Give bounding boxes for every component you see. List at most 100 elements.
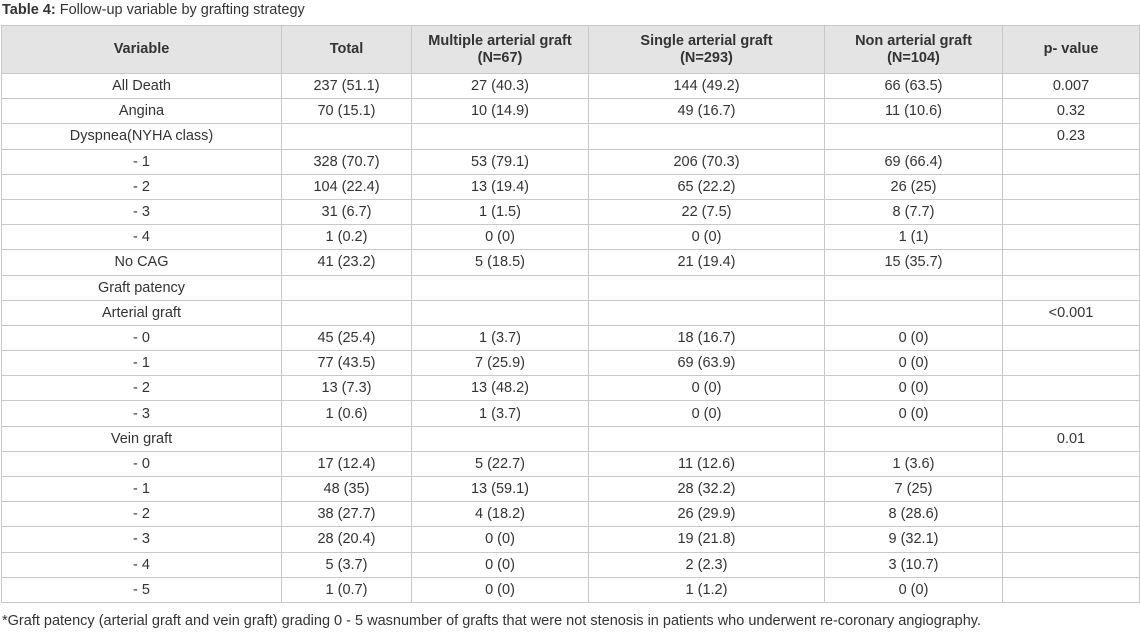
multiple-arterial-cell: 53 (79.1) xyxy=(411,148,589,175)
table-row: Vein graft 0.01 xyxy=(1,425,1140,452)
table-row: - 0 45 (25.4) 1 (3.7) 18 (16.7) 0 (0) xyxy=(1,324,1140,352)
single-arterial-cell: 28 (32.2) xyxy=(588,475,825,503)
variable-cell: - 3 xyxy=(1,198,282,226)
p-value-cell: 0.23 xyxy=(1002,123,1140,150)
single-arterial-cell: 22 (7.5) xyxy=(588,198,825,226)
total-cell: 237 (51.1) xyxy=(281,72,412,100)
total-cell xyxy=(281,425,412,452)
multiple-arterial-cell: 0 (0) xyxy=(411,526,589,553)
multiple-arterial-cell xyxy=(411,274,589,301)
total-cell xyxy=(281,299,412,326)
table-row: Dyspnea(NYHA class) 0.23 xyxy=(1,123,1140,150)
non-arterial-cell: 66 (63.5) xyxy=(824,72,1003,100)
variable-cell: All Death xyxy=(1,72,282,100)
table-row: No CAG 41 (23.2) 5 (18.5) 21 (19.4) 15 (35.7… xyxy=(1,249,1140,276)
single-arterial-cell: 26 (29.9) xyxy=(588,501,825,528)
header-multiple-arterial-count: (N=67) xyxy=(477,49,523,66)
non-arterial-cell: 0 (0) xyxy=(824,375,1003,402)
table-row: All Death 237 (51.1) 27 (40.3) 144 (49.2) 66… xyxy=(1,72,1140,100)
non-arterial-cell: 26 (25) xyxy=(824,173,1003,200)
table-row: Graft patency xyxy=(1,274,1140,301)
single-arterial-cell: 19 (21.8) xyxy=(588,526,825,553)
header-non-arterial-label: Non arterial graft xyxy=(855,32,972,49)
total-cell: 41 (23.2) xyxy=(281,249,412,276)
variable-cell: - 2 xyxy=(1,501,282,528)
p-value-cell: <0.001 xyxy=(1002,299,1140,326)
non-arterial-cell: 1 (1) xyxy=(824,224,1003,251)
header-non-arterial: Non arterial graft (N=104) xyxy=(824,25,1003,74)
table-caption-label: Table 4: xyxy=(2,2,56,18)
total-cell: 28 (20.4) xyxy=(281,526,412,553)
p-value-cell xyxy=(1002,224,1140,251)
table-caption-text: Follow-up variable by grafting strategy xyxy=(55,2,305,18)
non-arterial-cell xyxy=(824,274,1003,301)
variable-cell: - 1 xyxy=(1,475,282,503)
table-row: - 2 13 (7.3) 13 (48.2) 0 (0) 0 (0) xyxy=(1,375,1140,402)
multiple-arterial-cell: 10 (14.9) xyxy=(411,98,589,125)
header-total-label: Total xyxy=(329,41,364,57)
multiple-arterial-cell: 5 (18.5) xyxy=(411,249,589,276)
variable-cell: - 3 xyxy=(1,400,282,427)
table-row: Angina 70 (15.1) 10 (14.9) 49 (16.7) 11 (10.… xyxy=(1,98,1140,125)
multiple-arterial-cell: 7 (25.9) xyxy=(411,350,589,377)
total-cell: 5 (3.7) xyxy=(281,551,412,578)
single-arterial-cell: 18 (16.7) xyxy=(588,324,825,352)
variable-cell: - 1 xyxy=(1,350,282,377)
p-value-cell xyxy=(1002,475,1140,503)
single-arterial-cell: 49 (16.7) xyxy=(588,98,825,125)
single-arterial-cell xyxy=(588,123,825,150)
p-value-cell xyxy=(1002,551,1140,578)
total-cell: 104 (22.4) xyxy=(281,173,412,200)
multiple-arterial-cell: 13 (19.4) xyxy=(411,173,589,200)
p-value-cell xyxy=(1002,173,1140,200)
non-arterial-cell: 8 (28.6) xyxy=(824,501,1003,528)
total-cell: 38 (27.7) xyxy=(281,501,412,528)
table-row: Arterial graft <0.001 xyxy=(1,299,1140,326)
variable-cell: Angina xyxy=(1,98,282,125)
multiple-arterial-cell: 0 (0) xyxy=(411,576,589,603)
p-value-cell xyxy=(1002,375,1140,402)
single-arterial-cell: 144 (49.2) xyxy=(588,72,825,100)
non-arterial-cell: 7 (25) xyxy=(824,475,1003,503)
total-cell: 1 (0.2) xyxy=(281,224,412,251)
variable-cell: No CAG xyxy=(1,249,282,276)
non-arterial-cell: 11 (10.6) xyxy=(824,98,1003,125)
variable-cell: - 2 xyxy=(1,375,282,402)
table-row: - 3 31 (6.7) 1 (1.5) 22 (7.5) 8 (7.7) xyxy=(1,198,1140,226)
table-row: - 1 328 (70.7) 53 (79.1) 206 (70.3) 69 (66.4… xyxy=(1,148,1140,175)
non-arterial-cell: 0 (0) xyxy=(824,400,1003,427)
non-arterial-cell: 3 (10.7) xyxy=(824,551,1003,578)
total-cell: 77 (43.5) xyxy=(281,350,412,377)
table-row: - 1 48 (35) 13 (59.1) 28 (32.2) 7 (25) xyxy=(1,475,1140,503)
variable-cell: Dyspnea(NYHA class) xyxy=(1,123,282,150)
p-value-cell: 0.01 xyxy=(1002,425,1140,452)
total-cell xyxy=(281,274,412,301)
single-arterial-cell: 21 (19.4) xyxy=(588,249,825,276)
non-arterial-cell: 0 (0) xyxy=(824,324,1003,352)
total-cell: 70 (15.1) xyxy=(281,98,412,125)
header-multiple-arterial: Multiple arterial graft (N=67) xyxy=(411,25,589,74)
multiple-arterial-cell xyxy=(411,425,589,452)
header-non-arterial-count: (N=104) xyxy=(887,49,940,66)
header-variable-label: Variable xyxy=(113,41,170,57)
p-value-cell xyxy=(1002,400,1140,427)
header-total: Total xyxy=(281,25,412,74)
total-cell: 45 (25.4) xyxy=(281,324,412,352)
non-arterial-cell: 15 (35.7) xyxy=(824,249,1003,276)
p-value-cell xyxy=(1002,324,1140,352)
multiple-arterial-cell xyxy=(411,123,589,150)
p-value-cell xyxy=(1002,526,1140,553)
multiple-arterial-cell: 0 (0) xyxy=(411,224,589,251)
p-value-cell: 0.32 xyxy=(1002,98,1140,125)
multiple-arterial-cell: 13 (48.2) xyxy=(411,375,589,402)
total-cell: 328 (70.7) xyxy=(281,148,412,175)
non-arterial-cell: 9 (32.1) xyxy=(824,526,1003,553)
multiple-arterial-cell: 5 (22.7) xyxy=(411,450,589,478)
single-arterial-cell: 2 (2.3) xyxy=(588,551,825,578)
single-arterial-cell: 11 (12.6) xyxy=(588,450,825,478)
non-arterial-cell xyxy=(824,299,1003,326)
non-arterial-cell: 0 (0) xyxy=(824,576,1003,603)
